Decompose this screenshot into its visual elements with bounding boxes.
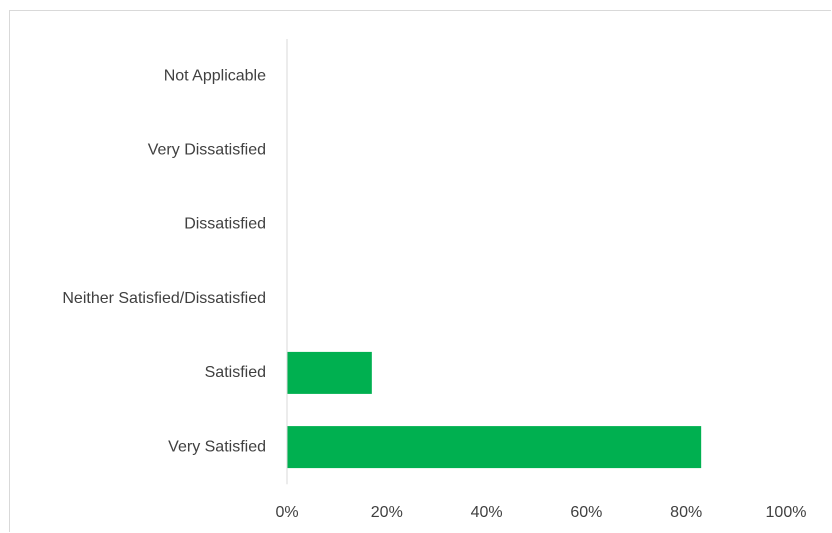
category-label: Dissatisfied	[184, 216, 266, 233]
x-tick-label: 20%	[371, 504, 403, 521]
bar	[287, 351, 372, 394]
category-label: Not Applicable	[164, 67, 266, 84]
x-tick-label: 40%	[471, 504, 503, 521]
category-label: Very Dissatisfied	[148, 142, 266, 159]
x-tick-label: 60%	[570, 504, 602, 521]
x-tick-label: 100%	[766, 504, 807, 521]
bar	[287, 426, 702, 469]
category-label: Neither Satisfied/Dissatisfied	[62, 290, 266, 307]
category-label: Satisfied	[205, 364, 266, 381]
x-tick-label: 80%	[670, 504, 702, 521]
x-tick-label: 0%	[275, 504, 298, 521]
category-label: Very Satisfied	[168, 438, 266, 455]
